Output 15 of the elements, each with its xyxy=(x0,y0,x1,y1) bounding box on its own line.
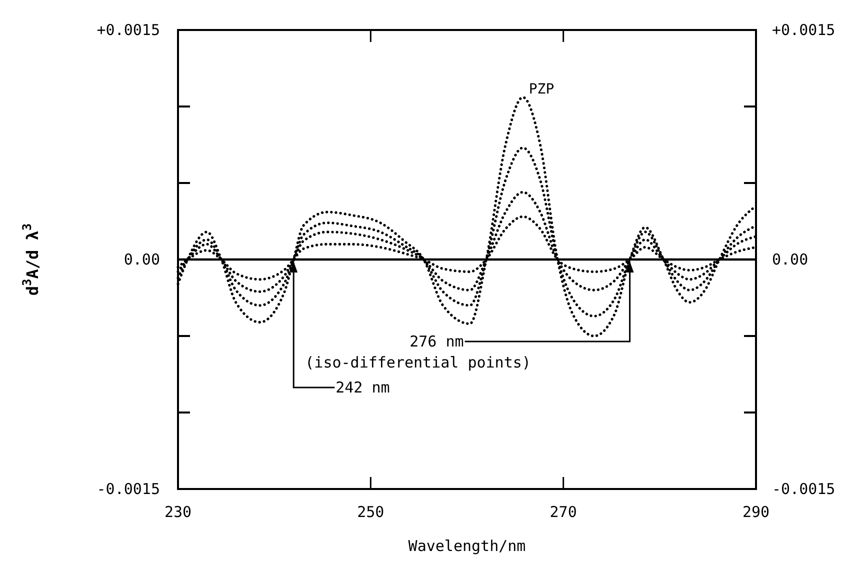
x-axis-title: Wavelength/nm xyxy=(408,537,526,555)
y2-tick-label: +0.0015 xyxy=(772,21,836,39)
y-tick-label: 0.00 xyxy=(124,250,160,268)
annotation: 276 nm xyxy=(410,332,464,350)
y-tick-label: -0.0015 xyxy=(96,480,160,498)
y2-tick-label: 0.00 xyxy=(772,250,808,268)
annotation: (iso-differential points) xyxy=(305,354,531,372)
y-tick-label: +0.0015 xyxy=(96,21,160,39)
x-tick-label: 270 xyxy=(550,503,577,521)
y2-tick-label: -0.0015 xyxy=(772,480,836,498)
x-tick-label: 230 xyxy=(164,503,192,521)
x-tick-label: 250 xyxy=(357,503,384,521)
x-tick-label: 290 xyxy=(742,503,770,521)
annotation: 242 nm xyxy=(336,378,390,396)
series-label: PZP xyxy=(528,81,554,98)
